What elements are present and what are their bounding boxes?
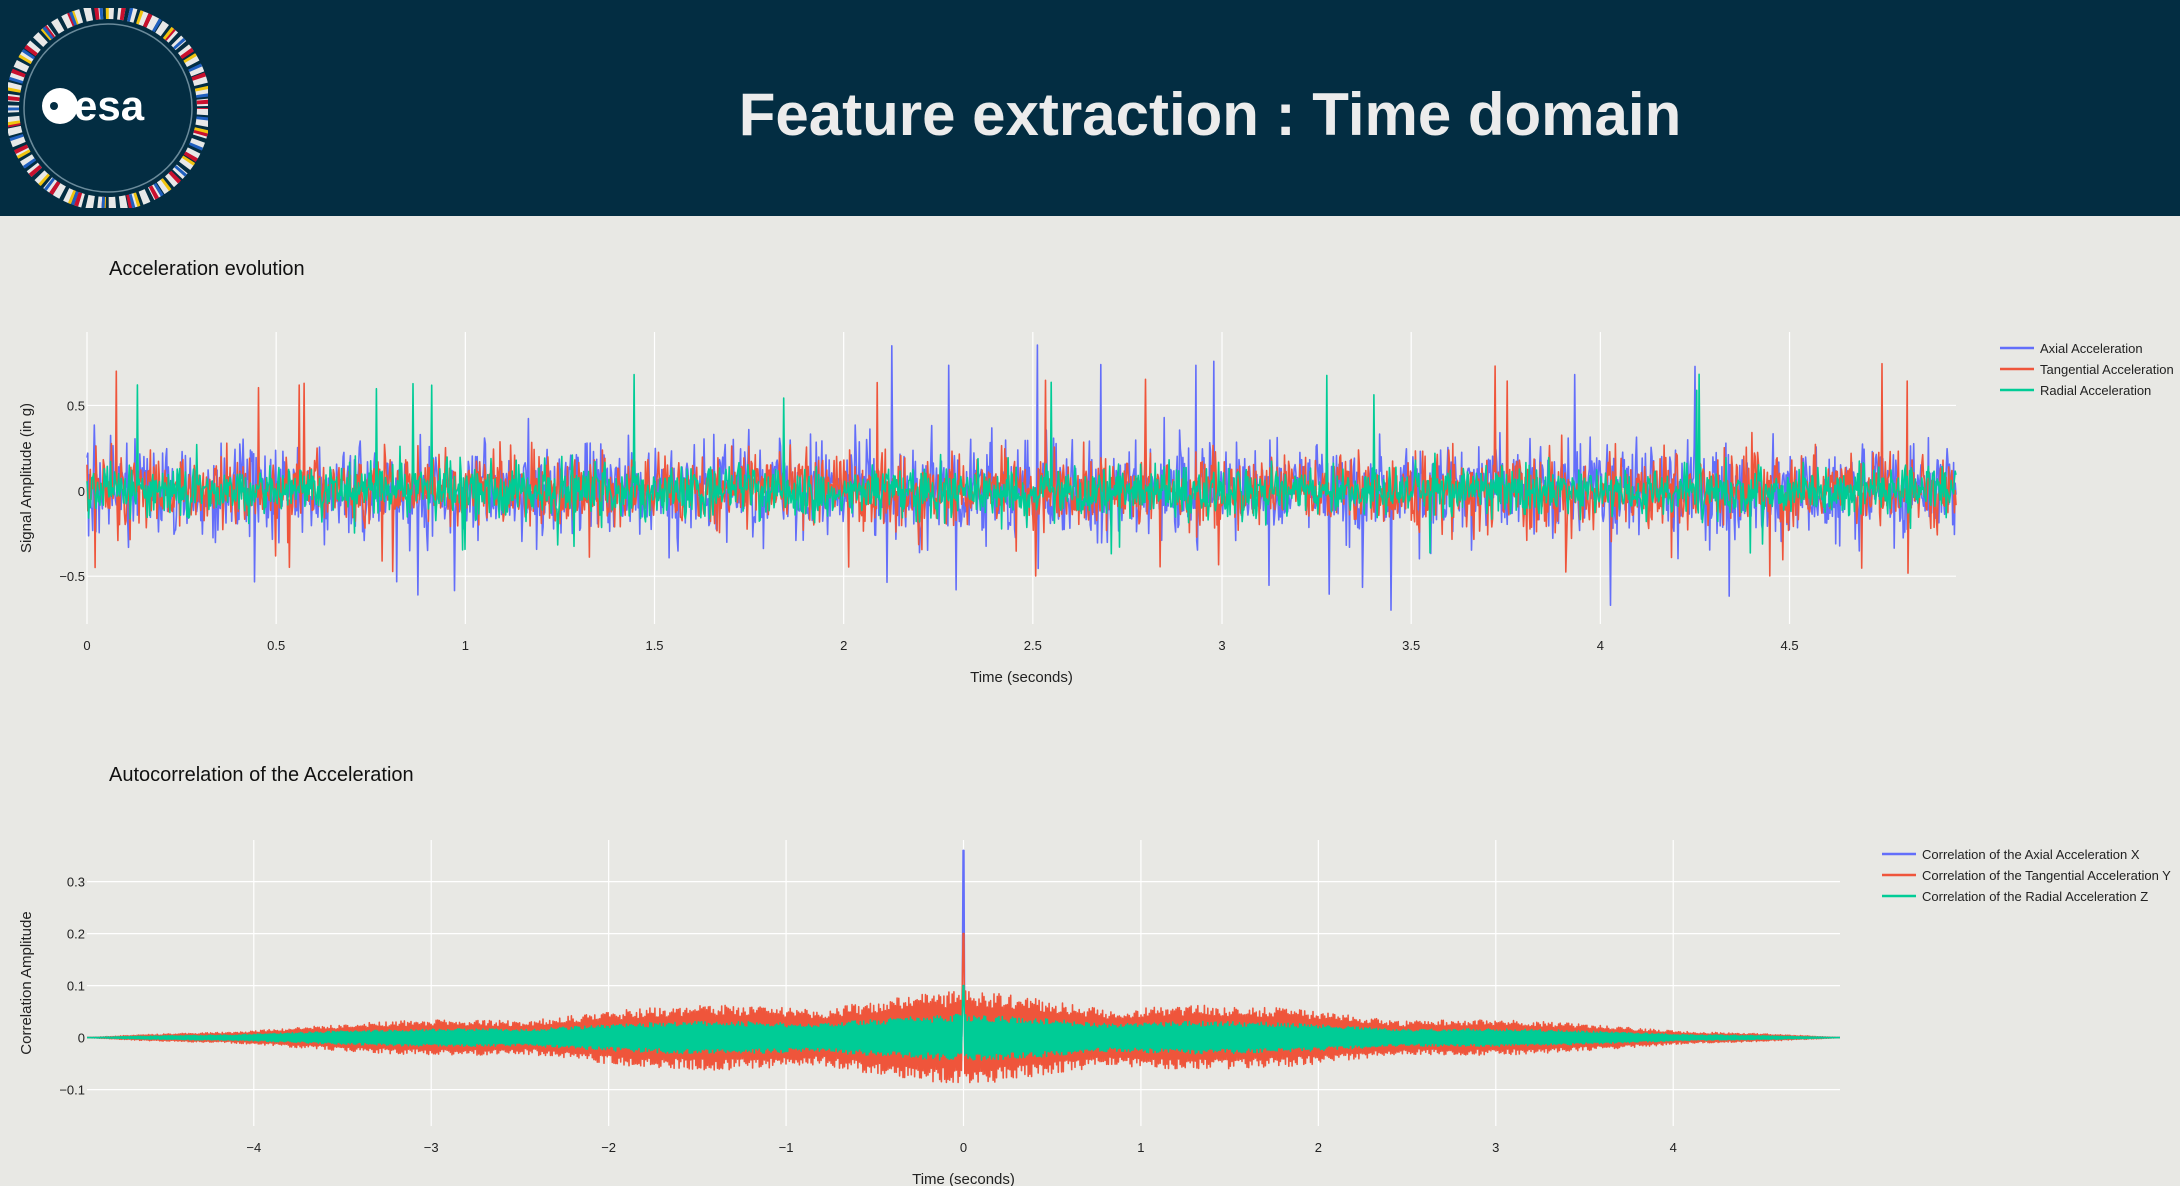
chart1-x-axis-label: Time (seconds) xyxy=(912,1171,1015,1186)
chart0-legend-entry[interactable]: Tangential Acceleration xyxy=(2040,362,2174,377)
esa-logo: esa xyxy=(8,8,208,208)
chart0-x-tick-label: 2 xyxy=(840,638,847,653)
chart1-series-2 xyxy=(87,984,1840,1061)
chart0-y-tick-label: 0.5 xyxy=(67,398,85,413)
chart0-x-tick-label: 3.5 xyxy=(1402,638,1420,653)
chart1-y-tick-label: 0.1 xyxy=(67,979,85,994)
chart0-x-tick-label: 4.5 xyxy=(1780,638,1798,653)
autocorrelation-chart: −4 −3 −2 −1 0 1 2 3 4 −0.1 0 0.1 0.2 0.3 Time (seconds… xyxy=(18,840,2171,1186)
chart1-x-tick-label: 3 xyxy=(1492,1140,1499,1155)
chart1-x-tick-label: 4 xyxy=(1670,1140,1677,1155)
page-header: esa Feature extraction : Time domain xyxy=(0,0,2180,216)
svg-text:esa: esa xyxy=(74,82,145,129)
chart0-y-tick-label: −0.5 xyxy=(59,569,85,584)
chart1-x-tick-label: −3 xyxy=(424,1140,439,1155)
chart1-y-tick-label: −0.1 xyxy=(59,1083,85,1098)
chart1-y-tick-label: 0 xyxy=(78,1031,85,1046)
chart1-x-tick-label: 1 xyxy=(1137,1140,1144,1155)
chart0-x-tick-label: 0.5 xyxy=(267,638,285,653)
chart1-legend-entry[interactable]: Correlation of the Tangential Accelerati… xyxy=(1922,868,2171,883)
chart1-y-axis-label: Correlation Amplitude xyxy=(18,911,35,1054)
chart0-series-0 xyxy=(86,344,1957,611)
acceleration-chart-title: Acceleration evolution xyxy=(109,258,305,280)
chart1-series-1 xyxy=(87,932,1840,1084)
chart0-y-axis-label: Signal Amplitude (in g) xyxy=(18,403,35,553)
chart1-x-tick-label: −4 xyxy=(246,1140,261,1155)
chart0-legend-entry[interactable]: Radial Acceleration xyxy=(2040,383,2151,398)
chart0-x-tick-label: 1.5 xyxy=(645,638,663,653)
chart1-x-tick-label: −1 xyxy=(779,1140,794,1155)
autocorrelation-chart-title: Autocorrelation of the Acceleration xyxy=(109,764,414,786)
chart0-y-tick-label: 0 xyxy=(78,484,85,499)
chart1-x-tick-label: 0 xyxy=(960,1140,967,1155)
page-title: Feature extraction : Time domain xyxy=(738,81,1682,148)
chart0-x-tick-label: 3 xyxy=(1218,638,1225,653)
chart0-series-2 xyxy=(86,373,1957,555)
chart0-x-tick-label: 1 xyxy=(462,638,469,653)
chart0-x-tick-label: 2.5 xyxy=(1024,638,1042,653)
chart1-x-tick-label: −2 xyxy=(601,1140,616,1155)
chart0-x-tick-label: 0 xyxy=(83,638,90,653)
chart0-legend-entry[interactable]: Axial Acceleration xyxy=(2040,341,2143,356)
chart1-y-tick-label: 0.3 xyxy=(67,875,85,890)
chart1-legend-entry[interactable]: Correlation of the Radial Acceleration Z xyxy=(1922,889,2148,904)
chart0-x-tick-label: 4 xyxy=(1597,638,1604,653)
chart1-legend-entry[interactable]: Correlation of the Axial Acceleration X xyxy=(1922,847,2140,862)
chart1-x-tick-label: 2 xyxy=(1315,1140,1322,1155)
chart0-x-axis-label: Time (seconds) xyxy=(970,669,1073,686)
acceleration-chart: 0 0.5 1 1.5 2 2.5 3 3.5 4 4.5 −0.5 0 0.5 Time (second… xyxy=(18,332,2174,686)
chart1-y-tick-label: 0.2 xyxy=(67,927,85,942)
